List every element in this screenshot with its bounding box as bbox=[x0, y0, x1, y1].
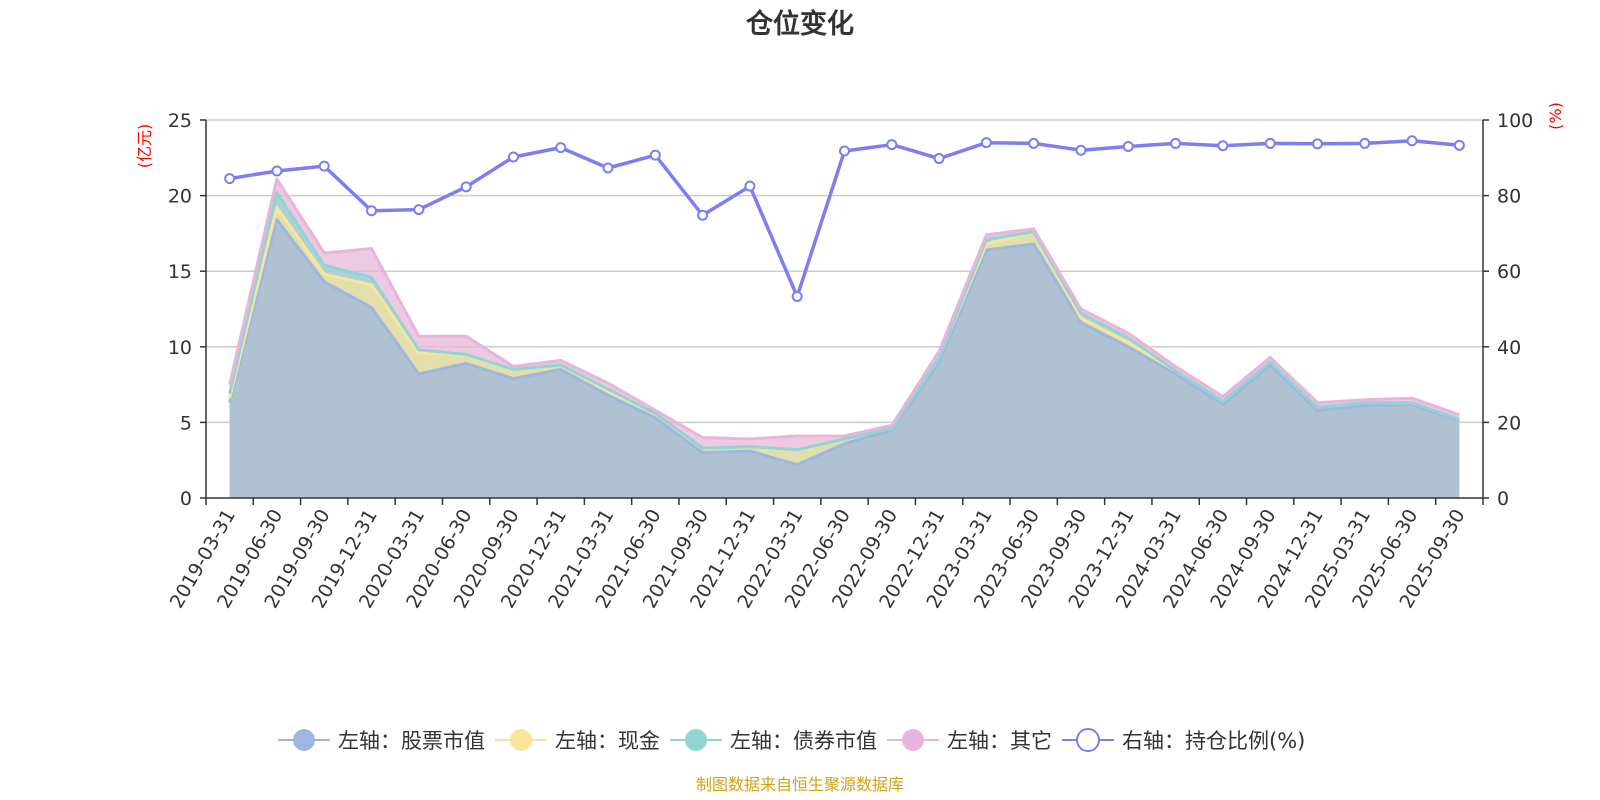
left-axis-tick-label: 10 bbox=[168, 337, 192, 359]
left-axis-tick-label: 0 bbox=[180, 488, 192, 510]
right-axis-tick-label: 100 bbox=[1497, 110, 1533, 132]
right-axis-unit: (%) bbox=[1546, 102, 1565, 130]
legend-label: 左轴：债券市值 bbox=[730, 729, 877, 753]
right-axis-tick-label: 80 bbox=[1497, 186, 1521, 208]
ratio-point bbox=[651, 151, 660, 160]
ratio-line bbox=[225, 136, 1464, 301]
ratio-point bbox=[225, 174, 234, 183]
ratio-point bbox=[1029, 139, 1038, 148]
ratio-point bbox=[745, 182, 754, 191]
ratio-line-path bbox=[230, 141, 1460, 297]
legend-marker bbox=[510, 729, 532, 751]
ratio-point bbox=[793, 292, 802, 301]
right-axis-tick-label: 60 bbox=[1497, 261, 1521, 283]
left-axis-unit: (亿元) bbox=[135, 124, 154, 169]
legend-label: 左轴：现金 bbox=[555, 729, 660, 753]
ratio-point bbox=[1076, 146, 1085, 155]
ratio-point bbox=[462, 182, 471, 191]
ratio-point bbox=[414, 205, 423, 214]
legend-label: 左轴：其它 bbox=[947, 729, 1052, 753]
ratio-point bbox=[272, 167, 281, 176]
ratio-point bbox=[1408, 136, 1417, 145]
right-axis-tick-label: 20 bbox=[1497, 412, 1521, 434]
ratio-point bbox=[840, 146, 849, 155]
ratio-point bbox=[982, 138, 991, 147]
ratio-point bbox=[1313, 139, 1322, 148]
ratio-point bbox=[935, 154, 944, 163]
ratio-point bbox=[604, 164, 613, 173]
source-note: 制图数据来自恒生聚源数据库 bbox=[696, 775, 904, 794]
ratio-point bbox=[509, 153, 518, 162]
ratio-point bbox=[1266, 139, 1275, 148]
left-axis-tick-label: 25 bbox=[168, 110, 192, 132]
legend-marker bbox=[293, 729, 315, 751]
left-axis-tick-label: 15 bbox=[168, 261, 192, 283]
stacked-areas bbox=[230, 179, 1460, 498]
ratio-point bbox=[320, 162, 329, 171]
ratio-point bbox=[1218, 141, 1227, 150]
ratio-point bbox=[1455, 141, 1464, 150]
legend-label: 左轴：股票市值 bbox=[338, 729, 485, 753]
left-axis-tick-label: 5 bbox=[180, 412, 192, 434]
ratio-point bbox=[887, 140, 896, 149]
ratio-point bbox=[367, 206, 376, 215]
legend-marker bbox=[902, 729, 924, 751]
chart-title: 仓位变化 bbox=[745, 8, 854, 40]
legend-marker bbox=[685, 729, 707, 751]
right-axis-tick-label: 40 bbox=[1497, 337, 1521, 359]
ratio-point bbox=[1360, 139, 1369, 148]
legend-marker bbox=[1077, 729, 1099, 751]
legend-label: 右轴：持仓比例(%) bbox=[1122, 729, 1305, 753]
ratio-point bbox=[1124, 142, 1133, 151]
legend: 左轴：股票市值 左轴：现金 左轴：债券市值 左轴：其它 右轴：持仓比例(%) bbox=[278, 729, 1305, 753]
right-axis-tick-label: 0 bbox=[1497, 488, 1509, 510]
ratio-point bbox=[1171, 139, 1180, 148]
left-axis-tick-label: 20 bbox=[168, 186, 192, 208]
ratio-point bbox=[698, 211, 707, 220]
ratio-point bbox=[556, 143, 565, 152]
